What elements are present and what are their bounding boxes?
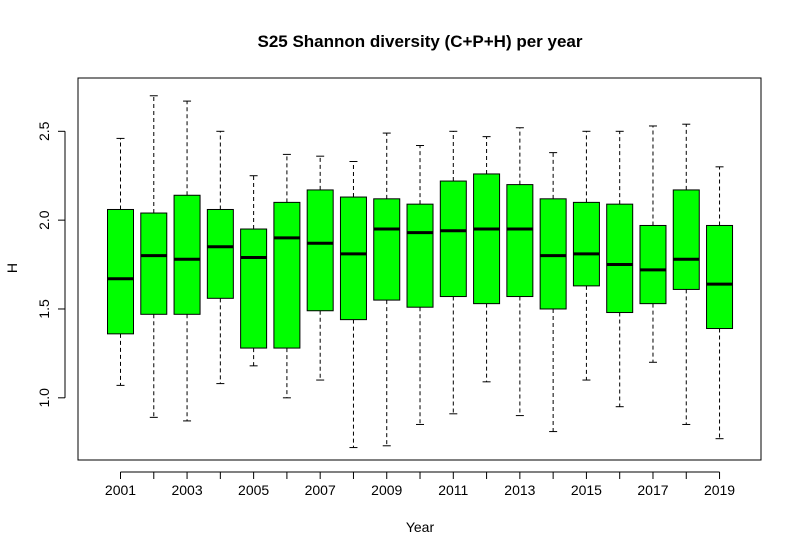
box-2012 bbox=[473, 173, 501, 305]
chart-title: S25 Shannon diversity (C+P+H) per year bbox=[257, 32, 582, 51]
x-tick-label: 2015 bbox=[571, 482, 602, 498]
box-2006 bbox=[273, 201, 301, 349]
plot-frame bbox=[77, 77, 762, 461]
x-tick-label: 2011 bbox=[438, 482, 468, 498]
box-2013 bbox=[506, 184, 534, 298]
box-2004 bbox=[206, 208, 234, 299]
box-2017 bbox=[639, 224, 667, 305]
x-axis-label: Year bbox=[406, 519, 435, 535]
x-tick-label: 2013 bbox=[504, 482, 535, 498]
y-tick-label: 2.5 bbox=[36, 121, 52, 141]
box-2002 bbox=[140, 212, 168, 315]
box-2019 bbox=[706, 224, 734, 330]
y-tick-label: 2.0 bbox=[36, 210, 52, 230]
box-2010 bbox=[406, 203, 434, 308]
box-2018 bbox=[672, 189, 700, 290]
box-2009 bbox=[373, 198, 401, 301]
box-2015 bbox=[572, 201, 600, 287]
x-tick-label: 2017 bbox=[637, 482, 668, 498]
y-tick-label: 1.0 bbox=[36, 388, 52, 408]
box-2011 bbox=[439, 180, 467, 298]
box-2005 bbox=[240, 228, 268, 349]
box-2016 bbox=[606, 203, 634, 314]
box-2003 bbox=[173, 194, 201, 315]
x-tick-label: 2001 bbox=[105, 482, 136, 498]
y-tick-label: 1.5 bbox=[36, 299, 52, 319]
box-2007 bbox=[306, 189, 334, 312]
y-axis-label: H bbox=[4, 263, 20, 273]
x-tick-label: 2007 bbox=[305, 482, 336, 498]
x-tick-label: 2019 bbox=[704, 482, 735, 498]
box-2001 bbox=[107, 208, 134, 335]
x-tick-label: 2005 bbox=[238, 482, 269, 498]
x-tick-label: 2009 bbox=[371, 482, 402, 498]
x-tick-label: 2003 bbox=[171, 482, 202, 498]
chart-marks: 1.0 1.5 2.0 2.5 2001 2003 2005 2007 2009 2011 2013… bbox=[36, 95, 735, 498]
box-2014 bbox=[539, 198, 567, 310]
box-2008 bbox=[339, 196, 367, 321]
